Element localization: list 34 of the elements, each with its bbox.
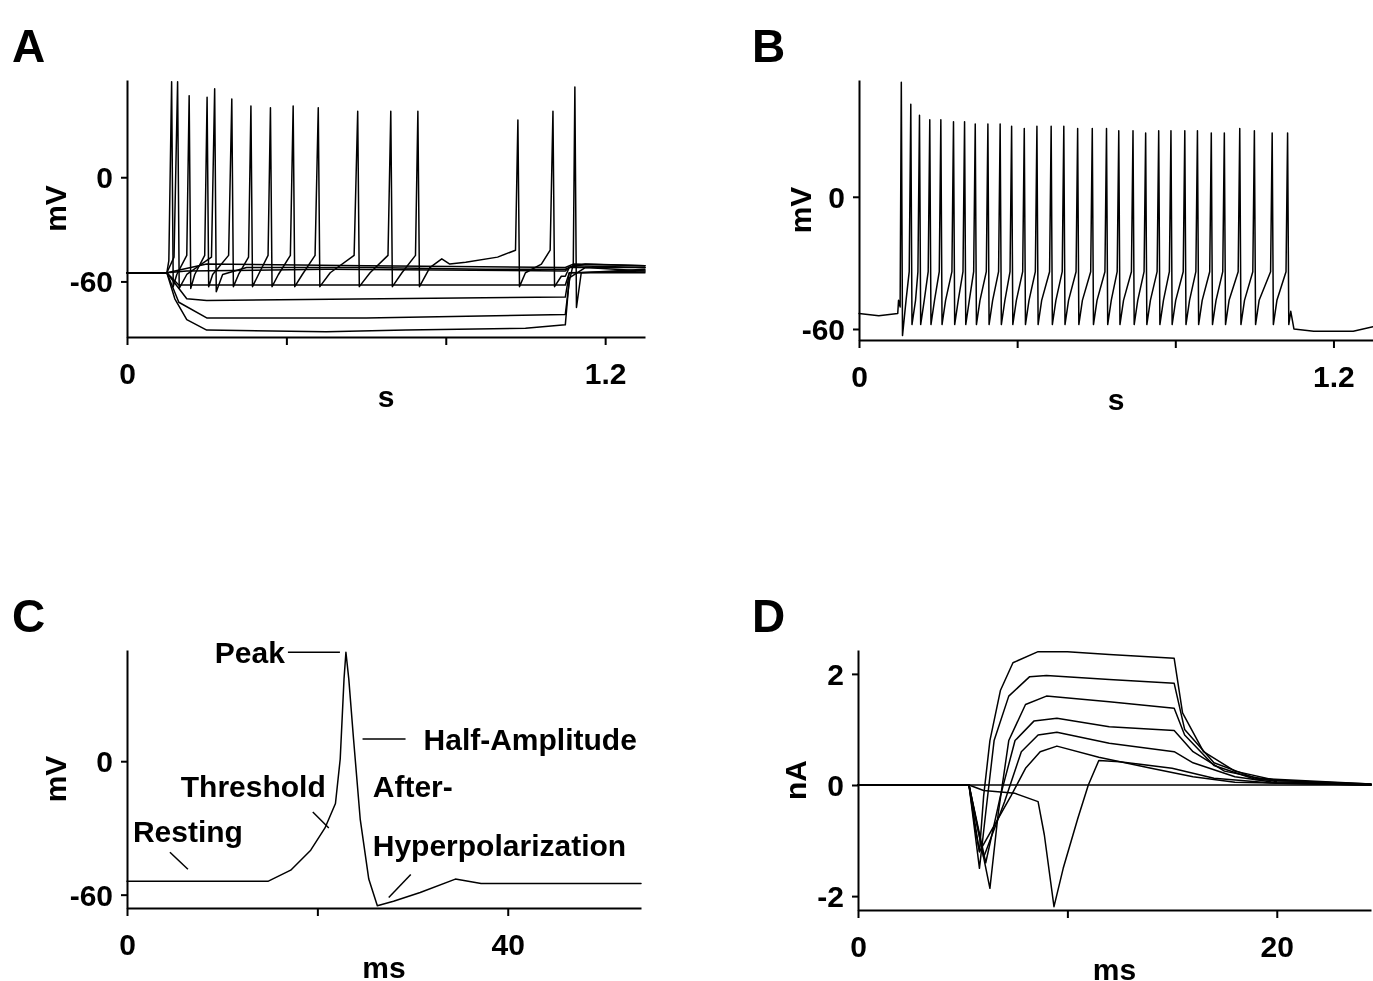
chart-title: C xyxy=(12,590,46,642)
annotation: Peak xyxy=(214,636,286,670)
x-tick-label: 1.2 xyxy=(1313,360,1355,394)
y-tick-label: 2 xyxy=(827,657,844,691)
x-tick-label: 0 xyxy=(119,357,136,391)
y-tick-label: -60 xyxy=(69,878,113,912)
y-tick-label: -60 xyxy=(801,312,845,346)
y-axis-title: nA xyxy=(778,760,812,800)
x-tick-label: 0 xyxy=(851,360,868,394)
y-tick-label: 0 xyxy=(96,161,113,195)
chart-title: B xyxy=(752,20,786,72)
y-tick-label: 0 xyxy=(828,180,845,214)
y-tick-label: -60 xyxy=(69,265,113,299)
x-axis-title: s xyxy=(1107,383,1125,416)
y-axis-title: mV xyxy=(38,185,72,232)
y-tick-label: 0 xyxy=(96,745,113,779)
x-tick-label: 0 xyxy=(119,928,136,962)
y-axis-title: mV xyxy=(783,186,817,234)
chart-title: A xyxy=(12,20,46,72)
x-tick-label: 40 xyxy=(491,928,525,962)
annotation: After-Hyperpolarization xyxy=(372,769,627,862)
y-axis-title: mV xyxy=(38,755,72,803)
chart-title: D xyxy=(752,590,786,642)
x-tick-label: 1.2 xyxy=(584,357,627,391)
x-axis-title: ms xyxy=(362,951,406,981)
x-tick-label: 20 xyxy=(1260,930,1294,964)
x-tick-label: 0 xyxy=(850,930,867,964)
annotation: Half-Amplitude xyxy=(423,722,637,756)
annotation: Threshold xyxy=(180,769,326,803)
y-tick-label: 0 xyxy=(827,769,844,802)
x-axis-title: ms xyxy=(1092,953,1137,981)
annotation: Resting xyxy=(132,815,243,849)
y-tick-label: -2 xyxy=(817,880,844,914)
x-axis-title: s xyxy=(377,380,395,413)
